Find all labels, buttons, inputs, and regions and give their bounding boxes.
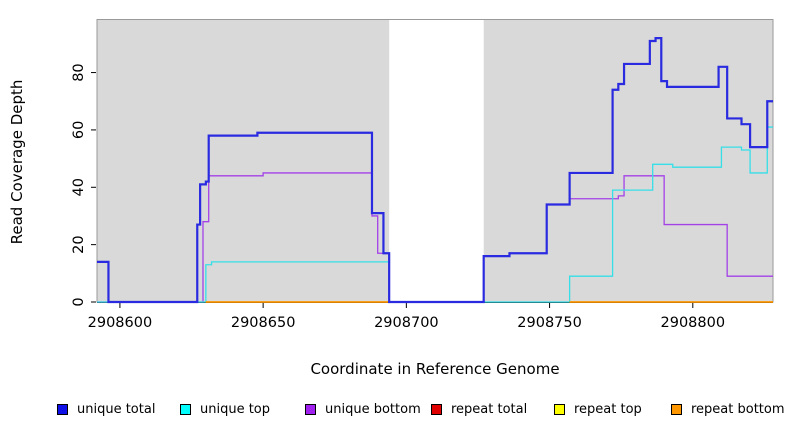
legend-label: unique total [77, 401, 156, 417]
legend-swatch-unique-bottom [305, 403, 316, 415]
x-tick-label: 2908650 [231, 315, 296, 331]
legend-item-unique-top: unique top [180, 399, 270, 419]
shaded-region-right [483, 19, 773, 302]
y-tick-label: 60 [71, 121, 87, 139]
legend-swatch-unique-total [57, 403, 68, 415]
y-tick-label: 0 [71, 297, 87, 306]
legend-swatch-repeat-bottom [671, 403, 682, 415]
legend-label: unique bottom [325, 401, 421, 417]
legend-label: repeat top [574, 401, 642, 417]
x-tick-label: 2908600 [88, 315, 153, 331]
x-tick-label: 2908750 [517, 315, 582, 331]
shaded-region-left [97, 19, 390, 302]
legend-item-repeat-top: repeat top [554, 399, 642, 419]
legend-label: unique top [200, 401, 271, 417]
legend-label: repeat total [451, 401, 528, 417]
legend-swatch-repeat-top [554, 403, 565, 415]
x-tick-label: 2908700 [374, 315, 439, 331]
legend-item-unique-bottom: unique bottom [305, 399, 421, 419]
y-tick-label: 80 [71, 63, 87, 81]
legend-label: repeat bottom [691, 401, 785, 417]
series-unique-total [97, 37, 773, 304]
y-tick-label: 40 [71, 178, 87, 196]
legend-swatch-unique-top [180, 403, 191, 415]
y-axis-title: Read Coverage Depth [8, 79, 26, 245]
y-tick-label: 20 [71, 235, 87, 253]
legend-item-repeat-total: repeat total [431, 399, 527, 419]
x-tick-label: 2908800 [661, 315, 726, 331]
x-axis-title: Coordinate in Reference Genome [310, 360, 560, 378]
legend-item-repeat-bottom: repeat bottom [671, 399, 785, 419]
legend-item-unique-total: unique total [57, 399, 155, 419]
legend-swatch-repeat-total [431, 403, 442, 415]
legend: unique total unique top unique bottom repea… [0, 399, 792, 423]
series-unique-top [97, 126, 773, 303]
